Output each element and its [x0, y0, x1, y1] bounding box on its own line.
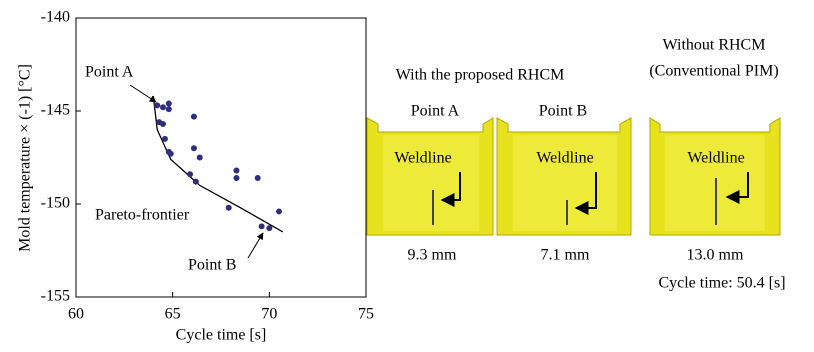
- data-point: [255, 175, 261, 181]
- weldline-label: Weldline: [536, 150, 593, 167]
- panel-subtitle: (Conventional PIM): [649, 63, 778, 80]
- data-point: [193, 179, 199, 185]
- arrow: [130, 85, 156, 102]
- data-point: [276, 208, 282, 214]
- part-image: [497, 118, 631, 235]
- weldline-label: Weldline: [394, 150, 451, 167]
- data-point: [166, 106, 172, 112]
- data-point: [162, 136, 168, 142]
- data-point: [160, 121, 166, 127]
- cycle-time-note: Cycle time: 50.4 [s]: [658, 275, 785, 292]
- arrow: [248, 233, 263, 258]
- annotation: Point B: [188, 257, 236, 274]
- x-tick-label: 70: [261, 306, 277, 323]
- length-label: 7.1 mm: [541, 247, 590, 264]
- x-tick-label: 65: [165, 306, 181, 323]
- panel-title: Point B: [539, 103, 587, 120]
- x-axis-label: Cycle time [s]: [176, 327, 267, 344]
- length-label: 13.0 mm: [687, 247, 744, 264]
- annotation: Point A: [85, 64, 134, 81]
- plot-frame: [76, 18, 366, 297]
- part-image: [650, 118, 780, 235]
- x-tick-label: 75: [358, 306, 374, 323]
- data-point: [259, 223, 265, 229]
- panel-title: Without RHCM: [663, 37, 766, 54]
- data-point: [191, 145, 197, 151]
- panel-title: Point A: [411, 103, 460, 120]
- data-point: [197, 155, 203, 161]
- frontier-label: Pareto-frontier: [95, 207, 190, 224]
- data-point: [191, 114, 197, 120]
- data-point: [266, 225, 272, 231]
- data-point: [187, 171, 193, 177]
- part-image: [367, 118, 493, 235]
- data-point: [233, 175, 239, 181]
- figure: Cycle time [s] Mold temperature × (-1) […: [0, 0, 814, 352]
- data-point: [160, 104, 166, 110]
- data-point: [226, 205, 232, 211]
- y-tick-label: -140: [41, 9, 70, 26]
- y-tick-label: -150: [41, 195, 70, 212]
- data-point: [154, 102, 160, 108]
- data-point: [166, 101, 172, 107]
- length-label: 9.3 mm: [408, 247, 457, 264]
- group-title: With the proposed RHCM: [396, 67, 565, 84]
- x-tick-label: 60: [68, 306, 84, 323]
- data-point: [233, 168, 239, 174]
- weldline-label: Weldline: [687, 150, 744, 167]
- y-tick-label: -155: [41, 288, 70, 305]
- y-tick-label: -145: [41, 102, 70, 119]
- y-axis-label: Mold temperature × (-1) [°C]: [17, 64, 34, 252]
- data-point: [168, 151, 174, 157]
